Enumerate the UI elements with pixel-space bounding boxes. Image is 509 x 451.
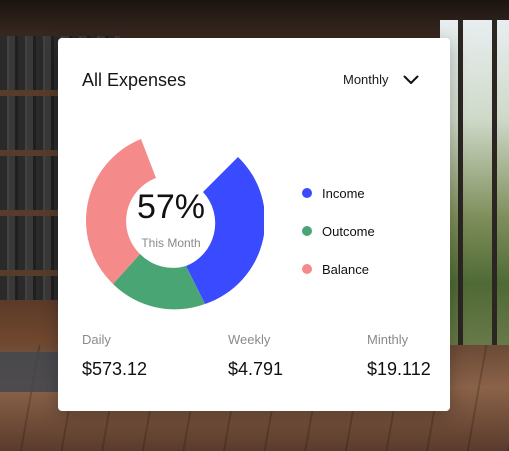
card-title: All Expenses <box>82 70 187 90</box>
legend-dot-outcome <box>302 226 312 236</box>
stat-daily: Daily $573.12 <box>82 332 147 380</box>
legend-label: Income <box>322 185 365 201</box>
legend-item-balance: Balance <box>302 250 375 288</box>
stat-value: $19.112 <box>367 359 431 379</box>
legend-dot-balance <box>302 264 312 274</box>
chevron-down-icon <box>403 75 419 84</box>
chart-legend: Income Outcome Balance <box>302 174 375 288</box>
stat-weekly: Weekly $4.791 <box>228 332 283 380</box>
legend-label: Balance <box>322 261 369 277</box>
period-dropdown[interactable]: Monthly <box>343 72 419 87</box>
donut-center-value: 57% <box>136 188 206 226</box>
legend-item-income: Income <box>302 174 375 212</box>
stat-label: Daily <box>82 332 111 347</box>
stat-label: Minthly <box>367 332 409 347</box>
period-label: Monthly <box>343 72 389 87</box>
background-ceiling <box>0 0 509 40</box>
stat-value: $4.791 <box>228 359 284 379</box>
expenses-card: All Expenses Monthly 57% This Month Inco… <box>58 38 450 411</box>
donut-segment-income <box>186 157 264 304</box>
legend-item-outcome: Outcome <box>302 212 375 250</box>
stat-label: Weekly <box>228 332 271 347</box>
stat-value: $573.12 <box>82 359 148 379</box>
donut-segment-balance <box>86 139 156 284</box>
legend-label: Outcome <box>322 223 375 239</box>
stat-monthly: Minthly $19.112 <box>367 332 431 380</box>
donut-segment-outcome <box>113 254 205 310</box>
background-window <box>440 20 509 350</box>
donut-center-label: This Month <box>141 236 201 250</box>
expenses-donut-chart <box>86 139 264 310</box>
legend-dot-income <box>302 188 312 198</box>
